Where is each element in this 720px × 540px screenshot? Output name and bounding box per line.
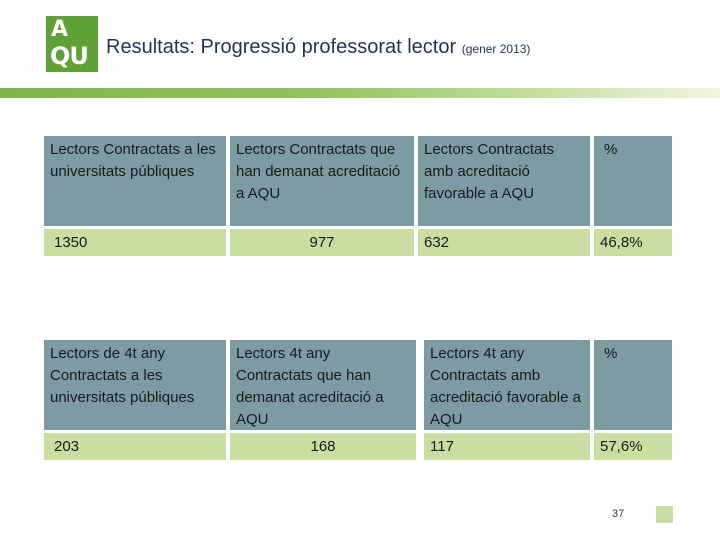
page-title: Resultats: Progressió professorat lector… <box>106 36 530 59</box>
title-date: (gener 2013) <box>461 42 531 56</box>
table-header-cell: Lectors de 4t any Contractats a les univ… <box>44 340 226 430</box>
logo-letter-a: A <box>51 17 69 42</box>
page-number: 37 <box>612 508 625 520</box>
logo-letters-qu: QU <box>50 42 89 70</box>
table-header-cell: Lectors Contractats que han demanat acre… <box>230 136 414 226</box>
decorative-square <box>656 506 673 523</box>
table-value-cell: 1350 <box>44 229 226 256</box>
title-text: Resultats: Progressió professorat lector <box>106 36 457 58</box>
table-value-cell: 977 <box>230 229 414 256</box>
table-value-cell: 117 <box>424 433 590 460</box>
table-value-cell: 203 <box>44 433 226 460</box>
table-header-cell: Lectors 4t any Contractats que han deman… <box>230 340 416 430</box>
table-header-cell: Lectors 4t any Contractats amb acreditac… <box>424 340 590 430</box>
table-value-cell: 168 <box>230 433 416 460</box>
table-header-cell: % <box>594 136 672 226</box>
table-value-cell: 57,6% <box>594 433 672 460</box>
table-value-cell: 46,8% <box>594 229 672 256</box>
table-header-cell: Lectors Contractats a les universitats p… <box>44 136 226 226</box>
header-divider <box>0 88 720 98</box>
table-header-cell: Lectors Contractats amb acreditació favo… <box>418 136 590 226</box>
aqu-logo: A QU <box>46 16 98 72</box>
table-header-cell: % <box>594 340 672 430</box>
table-value-cell: 632 <box>418 229 590 256</box>
